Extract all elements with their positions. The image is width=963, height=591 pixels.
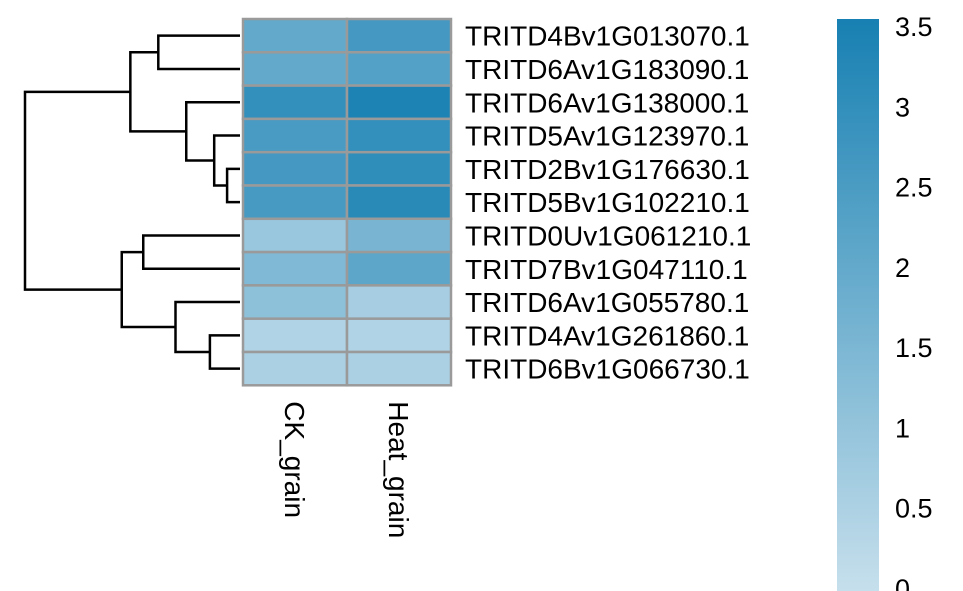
heatmap-cell [241,150,349,187]
heatmap-cell [345,117,453,154]
heatmap-cell [241,117,349,154]
legend-tick-label: 0.5 [895,494,933,524]
heatmap-cell [345,217,453,254]
dendrogram-branch [225,167,240,204]
heatmap-cell [241,350,349,387]
row-label: TRITD4Av1G261860.1 [465,320,749,351]
heatmap-cell [241,317,349,354]
heatmap-cell [241,250,349,287]
heatmap-cell [241,51,349,87]
legend-tick-label: 2 [895,253,910,283]
heatmap-cell [345,84,453,121]
heatmap-cell [345,51,453,87]
heatmap-cell [345,184,453,221]
color-legend: 0 0.5 1 1.5 2 2.5 3 3.5 [837,12,933,591]
legend-tick-label: 1.5 [895,333,933,363]
row-label: TRITD7Bv1G047110.1 [465,254,748,285]
row-label: TRITD6Bv1G066730.1 [465,354,750,385]
legend-tick-label: 3 [895,92,910,122]
heatmap-cell [345,250,453,287]
heatmap-cell [241,284,349,320]
heatmap-cells [241,17,453,387]
row-labels: TRITD4Bv1G013070.1TRITD6Av1G183090.1TRIT… [465,21,751,385]
row-label: TRITD5Av1G123970.1 [465,121,749,152]
dendrogram-branch [23,90,131,291]
heatmap-cell [345,150,453,187]
column-labels: CK_grain Heat_grain [279,401,414,538]
heatmap-cell [345,17,453,54]
heatmap-cell [241,217,349,254]
legend-tick-label: 2.5 [895,173,933,203]
row-label: TRITD4Bv1G013070.1 [465,21,750,52]
color-legend-ticks: 0 0.5 1 1.5 2 2.5 3 3.5 [895,12,933,591]
row-label: TRITD5Bv1G102210.1 [465,187,750,218]
column-label: Heat_grain [383,401,414,538]
heatmap-cell [345,317,453,354]
heatmap-cell [345,350,453,387]
heatmap-cell [345,284,453,320]
row-label: TRITD0Uv1G061210.1 [465,220,751,251]
dendrogram-branch [174,300,240,354]
row-label: TRITD6Av1G138000.1 [465,87,749,118]
heatmap-cell [241,184,349,221]
dendrogram-branch [157,34,240,71]
heatmap-cell [241,84,349,121]
row-label: TRITD6Av1G055780.1 [465,287,749,318]
legend-tick-label: 1 [895,413,910,443]
legend-tick-label: 3.5 [895,12,933,42]
color-legend-bar [837,19,879,591]
dendrogram-branch [208,334,240,370]
dendrogram-branch [120,250,176,329]
row-label: TRITD2Bv1G176630.1 [465,154,750,185]
heatmap-cell [241,17,349,54]
column-label: CK_grain [279,401,310,518]
row-label: TRITD6Av1G183090.1 [465,54,749,85]
legend-tick-label: 0 [895,574,910,591]
dendrogram-branch [142,234,240,270]
row-dendrogram [23,34,240,370]
